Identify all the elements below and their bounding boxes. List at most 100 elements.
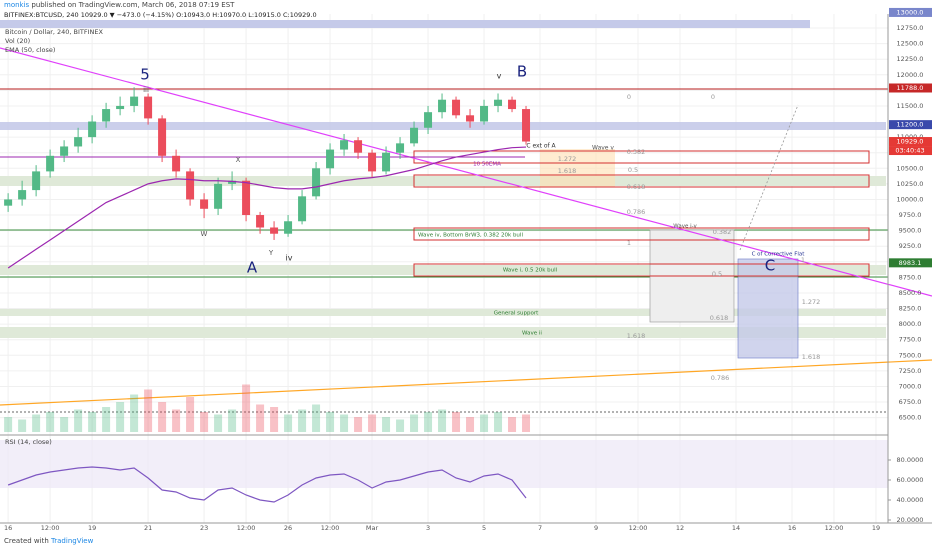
volume-bar	[284, 414, 293, 432]
candle-body	[466, 115, 475, 122]
volume-bar	[480, 414, 489, 432]
volume-bar	[88, 412, 97, 432]
annotation: 0.618	[627, 183, 646, 191]
annotation: 1	[627, 239, 631, 247]
volume-bar	[354, 417, 363, 432]
candle-body	[158, 118, 167, 156]
candle-body	[284, 221, 293, 234]
price-tag	[889, 137, 932, 147]
header-line: monkis published on TradingView.com, Mar…	[4, 1, 235, 9]
candle-body	[88, 121, 97, 138]
candle-body	[410, 127, 419, 144]
y-tick-label: 8500.0	[899, 289, 922, 297]
x-tick-label: 21	[144, 524, 152, 532]
candle-body	[116, 105, 125, 110]
annotation: iv	[286, 254, 293, 263]
y-tick-label: 7750.0	[899, 336, 922, 344]
candle-body	[60, 146, 69, 156]
annotation: General support	[494, 311, 539, 317]
zone	[0, 327, 886, 338]
volume-bar	[522, 414, 531, 432]
y-tick-label: 9750.0	[899, 211, 922, 219]
candle-body	[256, 215, 265, 228]
rsi-line	[7, 466, 527, 503]
marks: 12750.012500.012250.012000.011750.011500…	[4, 7, 932, 532]
candle-body	[382, 152, 391, 172]
annotation: iii	[143, 86, 149, 94]
candle-body	[326, 149, 335, 169]
candle-body	[494, 99, 503, 106]
price-tag	[889, 83, 932, 93]
price-tag	[889, 7, 932, 17]
y-tick-label: 10250.0	[897, 180, 924, 188]
x-tick-label: 12:00	[629, 524, 648, 532]
annotation: 0.5	[712, 270, 722, 278]
volume-bar	[312, 404, 321, 432]
annotation: C ext of A	[526, 143, 556, 150]
y-tick-label: 9500.0	[899, 227, 922, 235]
volume-bar	[186, 397, 195, 432]
x-tick-label: 12:00	[41, 524, 60, 532]
annotation: 0.786	[711, 374, 730, 382]
y-tick-label: 7000.0	[899, 382, 922, 390]
legend-item: Bitcoin / Dollar, 240, BITFINEX	[5, 28, 104, 36]
volume-bar	[382, 417, 391, 432]
rsi-tick-label: 20.0000	[897, 516, 924, 524]
annotation: 1.618	[558, 167, 577, 175]
annotation: C	[765, 257, 775, 275]
volume-bar	[74, 409, 83, 432]
annotation: Wave i-v	[673, 224, 697, 230]
quote: 10929.0 ▼ −473.0 (−4.15%) O:10943.0 H:10…	[81, 11, 317, 19]
trend-line	[0, 47, 932, 297]
volume-bar	[102, 407, 111, 432]
y-tick-label: 8750.0	[899, 273, 922, 281]
annotation: 10 50EMA	[473, 162, 501, 168]
y-tick-label: 7250.0	[899, 367, 922, 375]
y-tick-label: 12000.0	[897, 71, 924, 79]
annotation: 1	[801, 256, 805, 264]
candle-body	[354, 140, 363, 153]
annotation: A	[247, 259, 258, 277]
candle-body	[270, 227, 279, 234]
y-tick-label: 10000.0	[897, 195, 924, 203]
volume-bar	[438, 409, 447, 432]
candle-body	[396, 143, 405, 153]
annotation: Y	[268, 249, 274, 257]
published: published on TradingView.com, March 06, …	[31, 1, 235, 9]
zone	[0, 265, 886, 275]
x-tick-label: 12:00	[825, 524, 844, 532]
x-tick-label: 12	[676, 524, 684, 532]
x-tick-label: 23	[200, 524, 208, 532]
candle-body	[508, 99, 517, 110]
candle-body	[130, 96, 139, 106]
annotation: 0.382	[713, 228, 732, 236]
y-tick-label: 12250.0	[897, 55, 924, 63]
annotation: 0.382	[627, 148, 646, 156]
volume-bar	[116, 402, 125, 432]
candle-body	[452, 99, 461, 116]
volume-bar	[326, 412, 335, 432]
volume-bar	[256, 404, 265, 432]
price-tag-label: 10929.0	[897, 138, 924, 146]
candle-body	[522, 109, 531, 142]
footer-brand: TradingView	[50, 537, 94, 545]
y-tick-label: 10500.0	[897, 164, 924, 172]
symbol: BITFINEX:BTCUSD, 240	[4, 11, 79, 19]
candle-body	[186, 171, 195, 200]
y-tick-label: 7500.0	[899, 351, 922, 359]
volume-bar	[340, 414, 349, 432]
volume-bar	[130, 394, 139, 432]
x-tick-label: 19	[872, 524, 880, 532]
x-tick-label: 5	[482, 524, 486, 532]
zone	[0, 20, 810, 28]
volume-bar	[424, 412, 433, 432]
y-tick-label: 12500.0	[897, 40, 924, 48]
price-tag-label: 8983.1	[899, 259, 922, 267]
annotation: 1.618	[802, 353, 821, 361]
annotation: 1.272	[802, 298, 821, 306]
annotation: 0.786	[627, 208, 646, 216]
volume-bar	[172, 409, 181, 432]
volume-bar	[466, 417, 475, 432]
price-tag-label: 13000.0	[897, 8, 924, 16]
